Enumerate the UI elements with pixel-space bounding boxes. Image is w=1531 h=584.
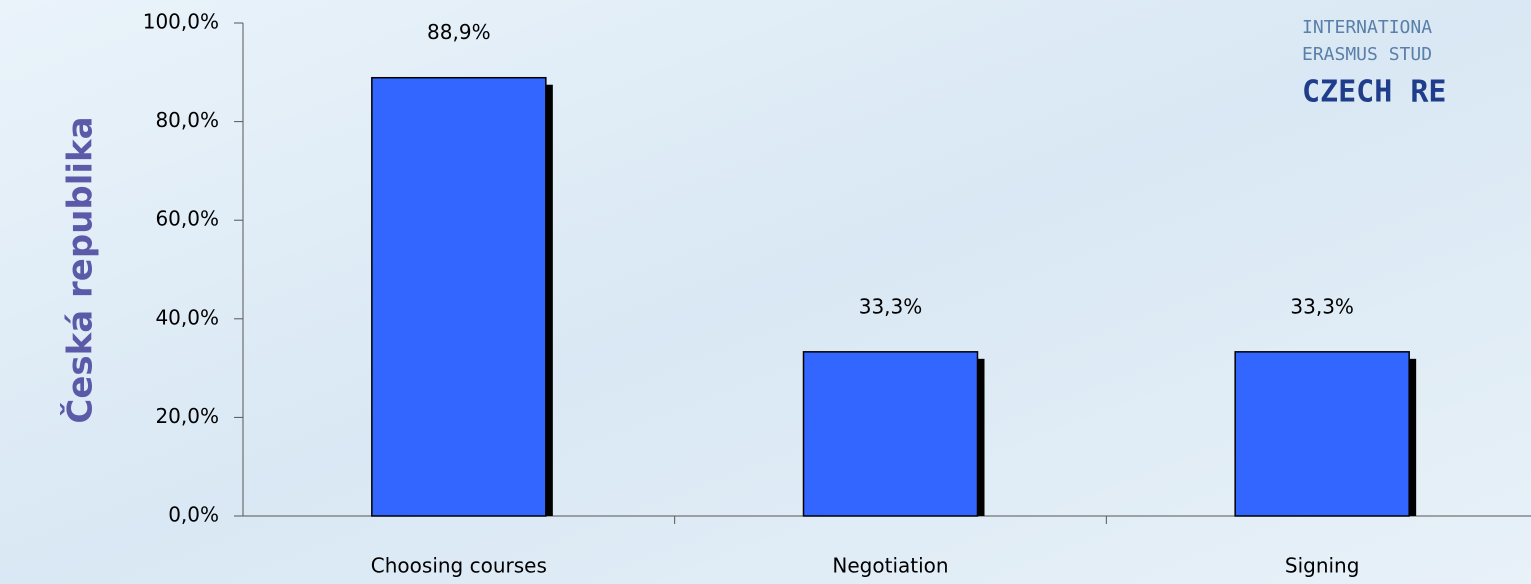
x-tick-label: Choosing courses (371, 554, 547, 578)
bar (371, 76, 547, 517)
bar (1234, 351, 1410, 517)
logo-line: ERASMUS STUD (1302, 44, 1432, 65)
logo-line: CZECH RE (1302, 75, 1447, 110)
bar (802, 351, 979, 517)
y-tick-label: 80,0% (155, 108, 219, 132)
value-label: 33,3% (1290, 294, 1354, 318)
x-tick-label: Signing (1285, 554, 1360, 578)
x-tick-label: Negotiation (832, 554, 948, 578)
value-label: 88,9% (427, 20, 491, 44)
y-tick-label: 60,0% (155, 207, 219, 231)
y-axis-label: Česká republika (60, 116, 101, 423)
y-tick-label: 100,0% (143, 10, 219, 34)
value-label: 33,3% (859, 294, 923, 318)
y-tick-label: 40,0% (155, 305, 219, 329)
logo-line: INTERNATIONA (1302, 17, 1432, 38)
y-tick-label: 20,0% (155, 404, 219, 428)
y-tick-label: 0,0% (168, 503, 219, 527)
